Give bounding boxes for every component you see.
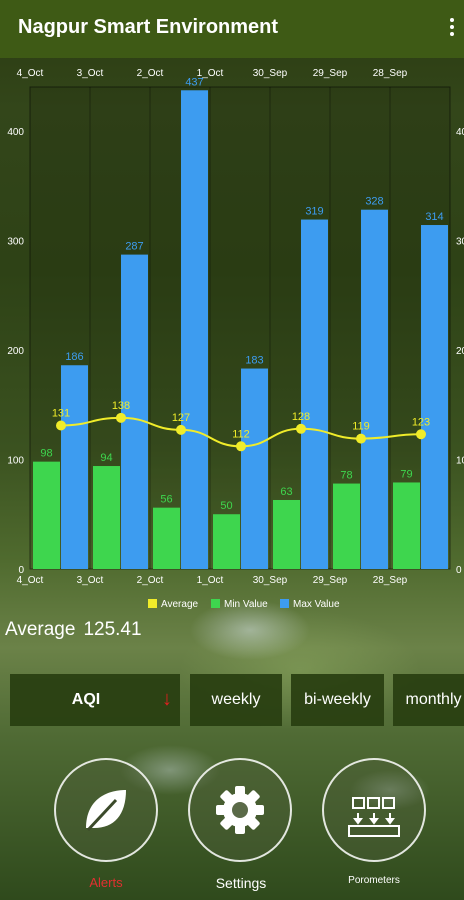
average-label: 112 xyxy=(232,428,250,440)
y-tick-label: 300 xyxy=(7,236,24,247)
average-label: Average xyxy=(5,619,76,640)
max-value-label: 183 xyxy=(245,355,263,367)
average-label: 119 xyxy=(352,421,370,433)
period-tabs: AQI ↓ weekly bi-weekly monthly xyxy=(10,674,464,726)
alerts-label: Alerts xyxy=(89,875,123,890)
max-value-bar xyxy=(181,90,208,569)
tab-bi-weekly[interactable]: bi-weekly xyxy=(291,674,384,726)
max-value-bar xyxy=(121,254,148,569)
average-point xyxy=(356,433,366,444)
average-point xyxy=(236,441,246,452)
app-title: Nagpur Smart Environment xyxy=(18,16,279,38)
max-value-bar xyxy=(421,225,448,569)
x-tick-label-top: 4_Oct xyxy=(17,68,44,79)
average-label: 138 xyxy=(112,400,130,412)
gear-icon xyxy=(216,786,264,834)
max-value-bar xyxy=(241,368,268,569)
legend-label: Min Value xyxy=(224,599,268,610)
app-bar: Nagpur Smart Environment xyxy=(0,0,464,58)
grid-icon xyxy=(348,797,400,837)
legend-swatch xyxy=(148,599,157,608)
tab-aqi-label: AQI xyxy=(71,691,101,708)
min-value-label: 56 xyxy=(160,494,172,506)
x-tick-label-top: 28_Sep xyxy=(373,68,408,79)
y-tick-label-right: 100 xyxy=(456,455,464,466)
y-tick-label-right: 400 xyxy=(456,127,464,138)
x-tick-label: 29_Sep xyxy=(313,575,348,586)
y-tick-label-right: 300 xyxy=(456,236,464,247)
settings-label: Settings xyxy=(215,875,267,891)
x-tick-label: 2_Oct xyxy=(137,575,164,586)
max-value-label: 328 xyxy=(365,196,383,208)
average-point xyxy=(116,412,126,423)
porometers-button[interactable] xyxy=(322,758,426,862)
x-tick-label: 1_Oct xyxy=(197,575,224,586)
x-tick-label: 4_Oct xyxy=(17,575,44,586)
porometers-label: Porometers xyxy=(348,875,400,886)
min-value-bar xyxy=(93,466,120,569)
min-value-bar xyxy=(333,483,360,569)
max-value-bar xyxy=(61,365,88,569)
tab-weekly[interactable]: weekly xyxy=(190,674,282,726)
average-value: 125.41 xyxy=(83,619,142,640)
leaf-icon xyxy=(86,790,126,832)
x-tick-label-top: 30_Sep xyxy=(253,68,288,79)
average-label: 128 xyxy=(292,411,310,423)
average-label: 123 xyxy=(412,416,430,428)
settings-button[interactable] xyxy=(188,758,292,862)
average-point xyxy=(56,420,66,431)
overflow-menu-icon[interactable] xyxy=(446,16,458,40)
x-tick-label-top: 1_Oct xyxy=(197,68,224,79)
min-value-bar xyxy=(273,499,300,569)
average-label: 131 xyxy=(52,407,70,419)
x-tick-label: 30_Sep xyxy=(253,575,288,586)
x-tick-label-top: 29_Sep xyxy=(313,68,348,79)
min-value-label: 79 xyxy=(400,468,412,480)
min-value-label: 78 xyxy=(340,470,352,482)
min-value-bar xyxy=(393,482,420,569)
legend-swatch xyxy=(211,599,220,608)
min-value-bar xyxy=(33,461,60,569)
x-tick-label-top: 3_Oct xyxy=(77,68,104,79)
x-tick-label: 3_Oct xyxy=(77,575,104,586)
min-value-bar xyxy=(153,507,180,569)
legend-swatch xyxy=(280,599,289,608)
aqi-chart: 0 0 100 100 200 200 300 300 400 400 4_Oct 4_Oct 3_Oc… xyxy=(7,68,464,610)
y-tick-label-right: 200 xyxy=(456,346,464,357)
max-value-label: 287 xyxy=(125,241,143,253)
tab-monthly[interactable]: monthly xyxy=(393,674,464,726)
max-value-label: 314 xyxy=(425,211,443,223)
legend-label: Max Value xyxy=(293,599,340,610)
min-value-label: 50 xyxy=(220,500,232,512)
y-tick-label: 400 xyxy=(7,127,24,138)
min-value-label: 94 xyxy=(100,452,112,464)
max-value-bar xyxy=(301,219,328,570)
max-value-bar xyxy=(361,209,388,569)
average-point xyxy=(176,424,186,435)
tab-aqi[interactable]: AQI ↓ xyxy=(10,674,180,726)
y-tick-label: 200 xyxy=(7,346,24,357)
x-tick-label-top: 2_Oct xyxy=(137,68,164,79)
y-tick-label-right: 0 xyxy=(456,565,462,576)
average-point xyxy=(296,423,306,434)
average-label: 127 xyxy=(172,412,190,424)
down-arrow-icon: ↓ xyxy=(162,688,172,710)
min-value-bar xyxy=(213,514,240,569)
max-value-label: 186 xyxy=(65,351,83,363)
min-value-label: 98 xyxy=(40,448,52,460)
y-tick-label: 100 xyxy=(7,455,24,466)
average-point xyxy=(416,429,426,440)
alerts-button[interactable] xyxy=(54,758,158,862)
y-tick-label: 0 xyxy=(18,565,24,576)
x-tick-label: 28_Sep xyxy=(373,575,408,586)
max-value-label: 437 xyxy=(185,76,203,88)
min-value-label: 63 xyxy=(280,486,292,498)
average-summary: Average 125.41 xyxy=(5,619,142,641)
legend-label: Average xyxy=(161,599,199,610)
max-value-label: 319 xyxy=(305,206,323,218)
